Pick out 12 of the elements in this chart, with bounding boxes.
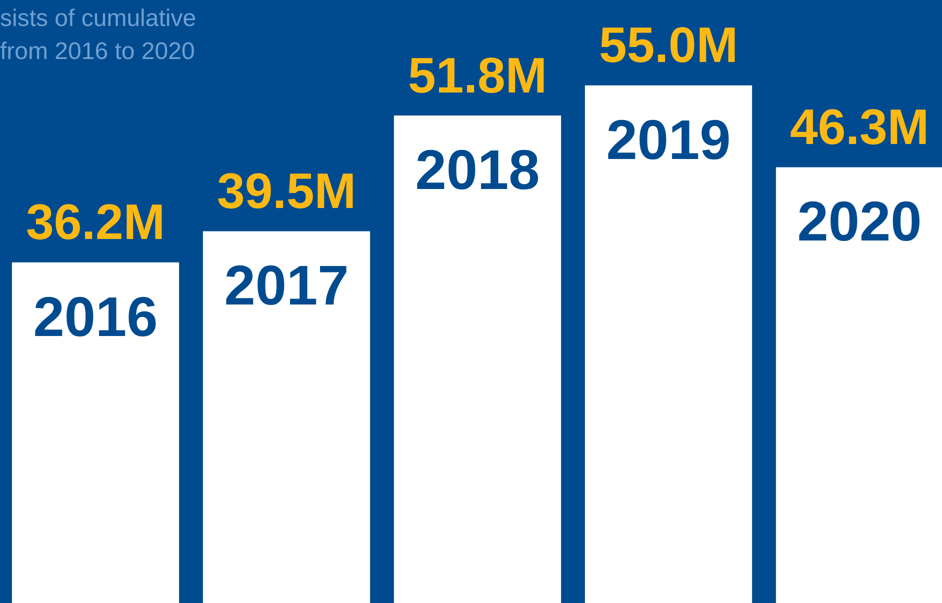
x-tick-label: 2018 — [415, 138, 540, 201]
data-label: 51.8M — [408, 47, 547, 104]
x-tick-label: 2017 — [224, 254, 349, 317]
data-label: 36.2M — [26, 194, 165, 250]
x-tick-label: 2020 — [797, 190, 922, 253]
data-label: 39.5M — [217, 163, 356, 220]
text: from 2016 to 2020 — [0, 37, 196, 67]
x-tick-label: 2016 — [33, 284, 158, 348]
text: sists of cumulative — [0, 4, 196, 34]
data-label: 55.0M — [599, 17, 738, 74]
x-tick-label: 2019 — [606, 108, 731, 171]
data-label: 46.3M — [790, 99, 929, 156]
